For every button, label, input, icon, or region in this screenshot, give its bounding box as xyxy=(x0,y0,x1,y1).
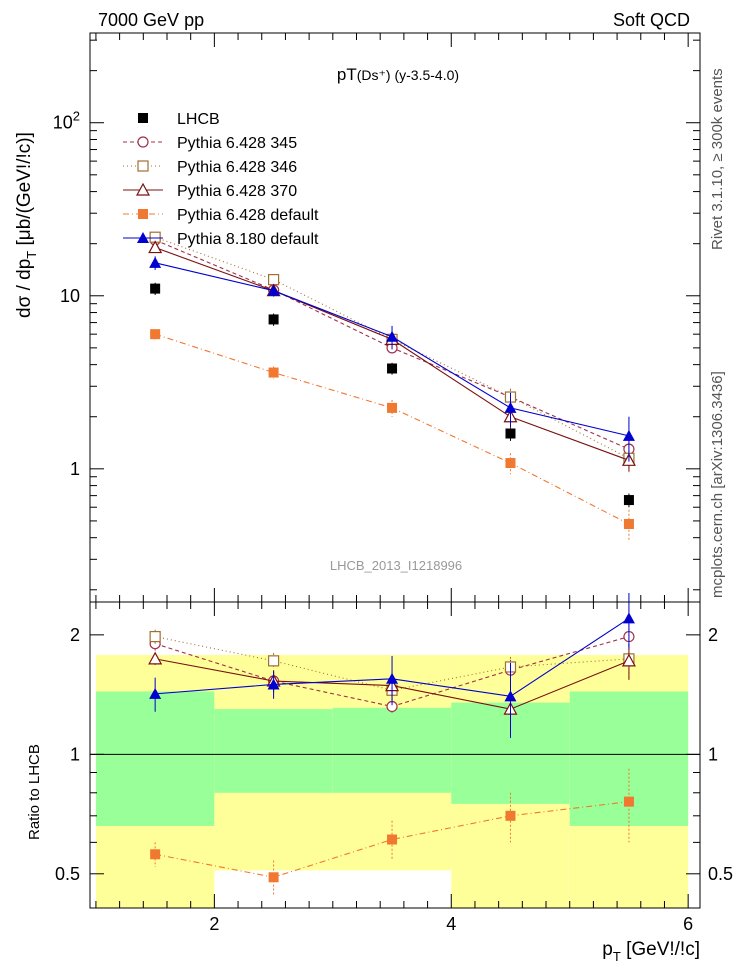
legend-marker xyxy=(137,160,149,172)
series-4 xyxy=(149,592,635,738)
data-point xyxy=(267,284,280,296)
data-point xyxy=(150,849,161,860)
data-point xyxy=(268,872,279,883)
legend-marker xyxy=(137,136,149,148)
rivet-label: Rivet 3.1.10, ≥ 300k events xyxy=(709,68,726,250)
data-point xyxy=(148,240,163,254)
source-label: mcplots.cern.ch [arXiv:1306.3436] xyxy=(709,371,726,598)
legend-label: Pythia 6.428 370 xyxy=(177,183,297,200)
data-point xyxy=(267,274,280,286)
data-point xyxy=(623,495,634,506)
legend-marker xyxy=(138,113,148,123)
main-title-particle: (Ds⁺) xyxy=(357,67,391,83)
data-point xyxy=(149,687,162,699)
main-title-var: pT xyxy=(337,65,357,84)
data-point xyxy=(622,429,635,441)
legend-label: LHCB xyxy=(177,111,220,128)
legend-entry: Pythia 6.428 346 xyxy=(123,159,297,176)
legend-entry: Pythia 8.180 default xyxy=(123,231,319,248)
ratio-y-tick-label: 1 xyxy=(70,744,80,764)
data-point xyxy=(149,256,162,268)
data-point xyxy=(267,655,280,667)
watermark: LHCB_2013_I1218996 xyxy=(330,558,462,573)
data-point xyxy=(505,458,516,469)
uncertainty-band-green xyxy=(95,691,215,826)
series-5 xyxy=(149,256,635,462)
x-tick-label: 6 xyxy=(683,914,693,934)
data-point xyxy=(150,329,161,340)
data-point xyxy=(504,401,517,413)
ratio-y-axis-label: Ratio to LHCB xyxy=(26,744,43,840)
x-tick-label: 4 xyxy=(446,914,456,934)
x-tick-label: 2 xyxy=(209,914,219,934)
data-point xyxy=(386,330,399,342)
data-point xyxy=(505,810,516,821)
legend-label: Pythia 6.428 default xyxy=(177,207,319,224)
series-3 xyxy=(150,768,634,896)
legend-entry: LHCB xyxy=(138,111,220,128)
data-point xyxy=(150,283,161,294)
data-point xyxy=(149,630,161,643)
data-point xyxy=(387,363,398,374)
y-tick-label: 102 xyxy=(53,109,80,133)
x-axis-label: pT [GeV!/!c] xyxy=(602,939,700,964)
data-point xyxy=(268,367,279,378)
legend-entry: Pythia 6.428 default xyxy=(123,207,319,224)
ratio-y-tick-label: 0.5 xyxy=(55,864,80,884)
data-point xyxy=(622,612,635,624)
data-point xyxy=(621,653,636,667)
series-line xyxy=(155,801,629,878)
data-point xyxy=(267,678,280,690)
series-line xyxy=(155,636,629,691)
data-point xyxy=(387,402,398,413)
header-category: Soft QCD xyxy=(613,10,690,30)
data-point xyxy=(504,690,517,702)
data-point xyxy=(623,796,634,807)
data-point xyxy=(623,518,634,529)
legend-entry: Pythia 6.428 370 xyxy=(123,182,297,200)
legend-label: Pythia 6.428 345 xyxy=(177,135,297,152)
ratio-y-tick-label: 2 xyxy=(70,625,80,645)
series-line xyxy=(154,333,630,525)
data-point xyxy=(386,672,399,684)
legend: LHCB Pythia 6.428 345 Pythia 6.428 346 Pyth… xyxy=(123,111,319,248)
main-y-axis-label: dσ / dpT [μb/(GeV!/!c)] xyxy=(14,132,39,318)
ratio-y-tick-label-right: 0.5 xyxy=(708,864,733,884)
ratio-frame xyxy=(89,601,701,909)
legend-marker xyxy=(135,182,151,196)
ratio-y-tick-label-right: 1 xyxy=(708,744,718,764)
header-energy: 7000 GeV pp xyxy=(98,10,204,30)
y-tick-label: 1 xyxy=(70,459,80,479)
ratio-y-tick-label-right: 2 xyxy=(708,625,718,645)
data-point xyxy=(387,834,398,845)
data-point xyxy=(268,314,279,325)
series-0 xyxy=(150,282,634,508)
uncertainty-band-green xyxy=(332,707,452,793)
data-point xyxy=(505,428,516,439)
legend-marker xyxy=(137,232,149,243)
data-point xyxy=(148,651,163,665)
series-4 xyxy=(150,329,634,542)
legend-label: Pythia 8.180 default xyxy=(177,231,319,248)
y-tick-label: 10 xyxy=(60,286,80,306)
uncertainty-band-green xyxy=(214,709,333,793)
main-title: pT(Ds⁺) (y-3.5-4.0) xyxy=(337,65,459,84)
legend-label: Pythia 6.428 346 xyxy=(177,159,297,176)
main-panel: 1 10 102 LHCB_2013_I1218996 pT(Ds⁺) (y-3.5… xyxy=(14,32,701,603)
legend-marker xyxy=(138,209,148,219)
main-title-range: (y-3.5-4.0) xyxy=(391,67,459,83)
legend-entry: Pythia 6.428 345 xyxy=(123,135,297,152)
ratio-panel: 0.5 0.5 1 1 2 2 2 4 6 Ratio to LHCB pT [GeV!/!c] xyxy=(26,592,733,964)
